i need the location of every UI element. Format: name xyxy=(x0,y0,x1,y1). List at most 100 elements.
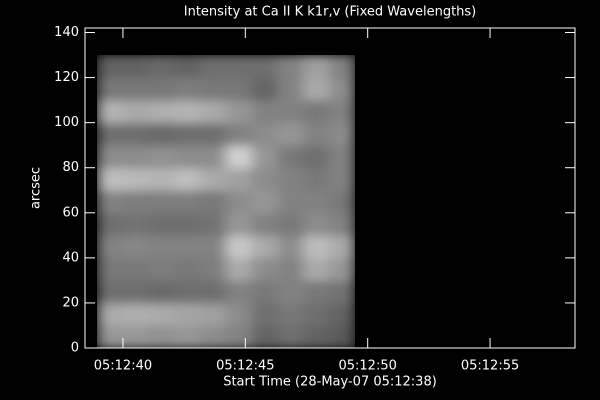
intensity-cell xyxy=(148,145,175,169)
intensity-cell xyxy=(303,167,330,191)
intensity-cell xyxy=(277,100,304,124)
intensity-cell xyxy=(251,325,279,348)
intensity-cell xyxy=(251,145,279,169)
intensity-cell xyxy=(329,325,355,348)
intensity-cell xyxy=(96,145,124,169)
intensity-cell xyxy=(225,145,253,169)
intensity-cell xyxy=(122,212,150,236)
intensity-cell xyxy=(329,212,355,236)
intensity-cell xyxy=(122,257,150,281)
intensity-cell xyxy=(251,167,279,191)
intensity-cell xyxy=(200,280,227,304)
intensity-cell xyxy=(329,190,355,214)
intensity-cell xyxy=(122,280,150,304)
intensity-cell xyxy=(329,280,355,304)
y-tick-label: 20 xyxy=(62,295,79,310)
intensity-cell xyxy=(96,325,124,348)
x-axis-label: Start Time (28-May-07 05:12:38) xyxy=(223,375,437,390)
intensity-cell xyxy=(329,55,355,79)
intensity-cell xyxy=(200,212,227,236)
intensity-cell xyxy=(200,235,227,259)
intensity-cell xyxy=(122,122,150,146)
intensity-cell xyxy=(148,257,175,281)
intensity-cell xyxy=(251,212,279,236)
intensity-cell xyxy=(148,77,175,101)
y-tick-label: 80 xyxy=(62,160,79,175)
y-axis-label: arcsec xyxy=(29,167,44,209)
intensity-cell xyxy=(96,302,124,326)
intensity-cell xyxy=(303,212,330,236)
intensity-cell xyxy=(96,55,124,79)
intensity-cell xyxy=(148,235,175,259)
intensity-cell xyxy=(277,122,304,146)
intensity-cell xyxy=(174,280,201,304)
intensity-cell xyxy=(277,325,304,348)
intensity-cell xyxy=(277,77,304,101)
intensity-cell xyxy=(251,77,279,101)
intensity-cell xyxy=(277,212,304,236)
intensity-cell xyxy=(174,167,201,191)
intensity-cell xyxy=(148,55,175,79)
intensity-cell xyxy=(329,77,355,101)
intensity-cell xyxy=(303,100,330,124)
intensity-cell xyxy=(122,167,150,191)
image-clip xyxy=(96,55,355,348)
y-tick-label: 100 xyxy=(54,115,79,130)
intensity-cell xyxy=(251,190,279,214)
intensity-cell xyxy=(200,257,227,281)
intensity-cell xyxy=(329,235,355,259)
intensity-cell xyxy=(200,325,227,348)
intensity-cell xyxy=(251,122,279,146)
intensity-cell xyxy=(303,55,330,79)
intensity-cell xyxy=(148,302,175,326)
intensity-cell xyxy=(329,257,355,281)
intensity-cell xyxy=(148,122,175,146)
intensity-cell xyxy=(174,100,201,124)
intensity-cell xyxy=(174,55,201,79)
intensity-cell xyxy=(96,100,124,124)
intensity-cell xyxy=(122,302,150,326)
intensity-cell xyxy=(251,257,279,281)
intensity-cell xyxy=(174,212,201,236)
intensity-cell xyxy=(225,167,253,191)
intensity-cell xyxy=(277,280,304,304)
intensity-cell xyxy=(277,167,304,191)
intensity-cell xyxy=(225,100,253,124)
intensity-cell xyxy=(148,280,175,304)
intensity-cell xyxy=(96,257,124,281)
intensity-cell xyxy=(200,100,227,124)
intensity-cell xyxy=(174,302,201,326)
intensity-cell xyxy=(122,100,150,124)
y-tick-label: 140 xyxy=(54,25,79,40)
intensity-cell xyxy=(251,235,279,259)
intensity-cell xyxy=(225,55,253,79)
intensity-cell xyxy=(277,190,304,214)
chart-title: Intensity at Ca II K k1r,v (Fixed Wavele… xyxy=(184,5,477,20)
intensity-cell xyxy=(200,167,227,191)
intensity-cell xyxy=(122,235,150,259)
intensity-cell xyxy=(200,77,227,101)
intensity-cell xyxy=(200,122,227,146)
intensity-cell xyxy=(96,122,124,146)
intensity-cell xyxy=(174,77,201,101)
intensity-cell xyxy=(303,190,330,214)
y-tick-label: 0 xyxy=(71,341,79,356)
intensity-cell xyxy=(174,257,201,281)
intensity-cell xyxy=(122,325,150,348)
intensity-cell xyxy=(200,145,227,169)
intensity-cell xyxy=(329,122,355,146)
intensity-cell xyxy=(225,235,253,259)
intensity-cell xyxy=(200,190,227,214)
intensity-cell xyxy=(96,167,124,191)
intensity-cell xyxy=(122,77,150,101)
intensity-cell xyxy=(329,100,355,124)
intensity-cell xyxy=(277,235,304,259)
intensity-cell xyxy=(251,302,279,326)
intensity-cell xyxy=(148,167,175,191)
intensity-cell xyxy=(96,77,124,101)
intensity-cell xyxy=(277,302,304,326)
intensity-cell xyxy=(303,257,330,281)
intensity-cell xyxy=(277,145,304,169)
intensity-cell xyxy=(303,122,330,146)
